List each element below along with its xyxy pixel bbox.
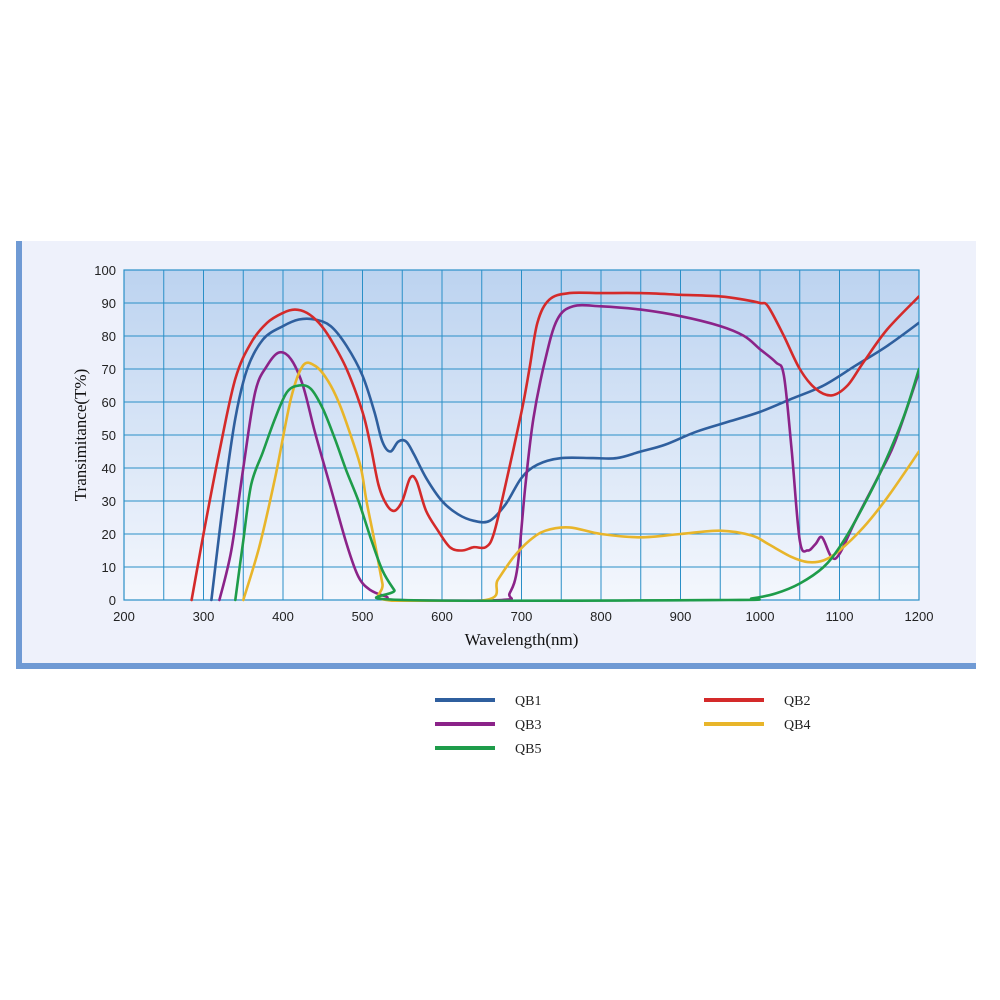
transmittance-chart: 200 300 400 500 600 700 800 900 1000 1100 1200 0 10 2… bbox=[71, 263, 934, 649]
legend-label-qb5: QB5 bbox=[515, 742, 541, 757]
legend-label-qb4: QB4 bbox=[784, 718, 810, 733]
x-axis-title: Wavelength(nm) bbox=[465, 630, 579, 649]
y-tick-label: 70 bbox=[102, 362, 116, 377]
x-tick-label: 400 bbox=[272, 609, 294, 624]
x-tick-label: 800 bbox=[590, 609, 612, 624]
y-tick-label: 90 bbox=[102, 296, 116, 311]
y-tick-label: 20 bbox=[102, 527, 116, 542]
series-line-qb3 bbox=[218, 303, 919, 602]
y-tick-label: 80 bbox=[102, 329, 116, 344]
x-tick-label: 900 bbox=[670, 609, 692, 624]
y-axis-title: Transimitance(T%) bbox=[71, 369, 90, 502]
x-tick-label: 1000 bbox=[746, 609, 775, 624]
x-tick-label: 700 bbox=[511, 609, 533, 624]
series-line-qb2 bbox=[190, 291, 919, 602]
x-tick-label: 1100 bbox=[826, 609, 854, 624]
x-tick-label: 300 bbox=[193, 609, 215, 624]
y-tick-label: 10 bbox=[102, 560, 116, 575]
legend-label-qb2: QB2 bbox=[784, 694, 810, 709]
y-tick-label: 0 bbox=[109, 593, 116, 608]
x-tick-label: 1200 bbox=[905, 609, 934, 624]
y-tick-label: 60 bbox=[102, 395, 116, 410]
chart-panel: 200 300 400 500 600 700 800 900 1000 1100 1200 0 10 2… bbox=[16, 241, 976, 669]
x-tick-label: 500 bbox=[352, 609, 374, 624]
legend-label-qb3: QB3 bbox=[515, 718, 541, 733]
series-line-qb5 bbox=[234, 367, 919, 602]
y-tick-label: 40 bbox=[102, 461, 116, 476]
x-tick-label: 600 bbox=[431, 609, 453, 624]
y-tick-label: 100 bbox=[94, 263, 116, 278]
series-line-qb4 bbox=[242, 361, 919, 602]
x-tick-label: 200 bbox=[113, 609, 135, 624]
legend-label-qb1: QB1 bbox=[515, 694, 541, 709]
y-tick-label: 30 bbox=[102, 494, 116, 509]
series-line-qb1 bbox=[210, 317, 919, 602]
chart-legend: QB1 QB2 QB3 QB4 QB5 bbox=[435, 694, 810, 757]
y-tick-label: 50 bbox=[102, 428, 116, 443]
